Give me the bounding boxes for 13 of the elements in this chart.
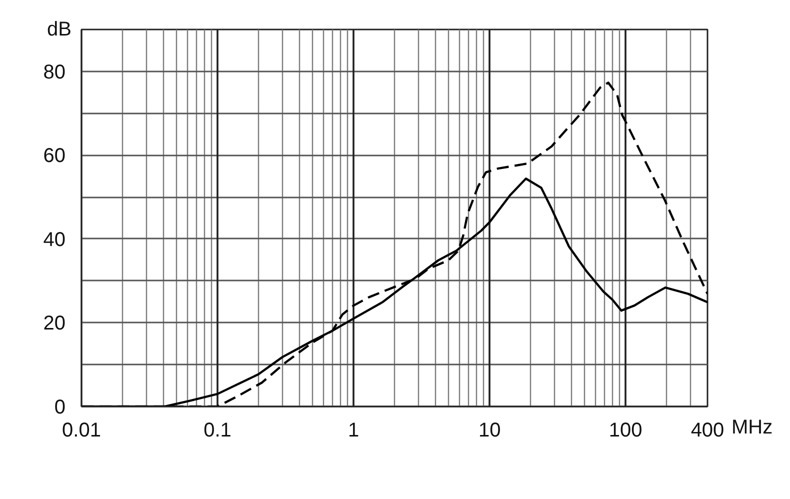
x-tick-label: 1 — [348, 420, 360, 442]
y-tick-label: 60 — [43, 145, 66, 168]
y-tick-label: 20 — [43, 312, 66, 335]
y-axis-title: dB — [47, 18, 72, 40]
x-tick-label: 0.01 — [62, 420, 101, 442]
y-tick-label: 80 — [43, 61, 66, 84]
y-tick-label: 40 — [43, 228, 66, 251]
x-axis-title: MHz — [732, 416, 773, 438]
x-tick-label: 400 — [690, 420, 724, 442]
x-tick-label: 100 — [608, 420, 642, 442]
x-tick-label: 10 — [478, 420, 501, 442]
y-tick-label: 0 — [54, 396, 66, 418]
x-tick-label: 0.1 — [204, 420, 232, 442]
